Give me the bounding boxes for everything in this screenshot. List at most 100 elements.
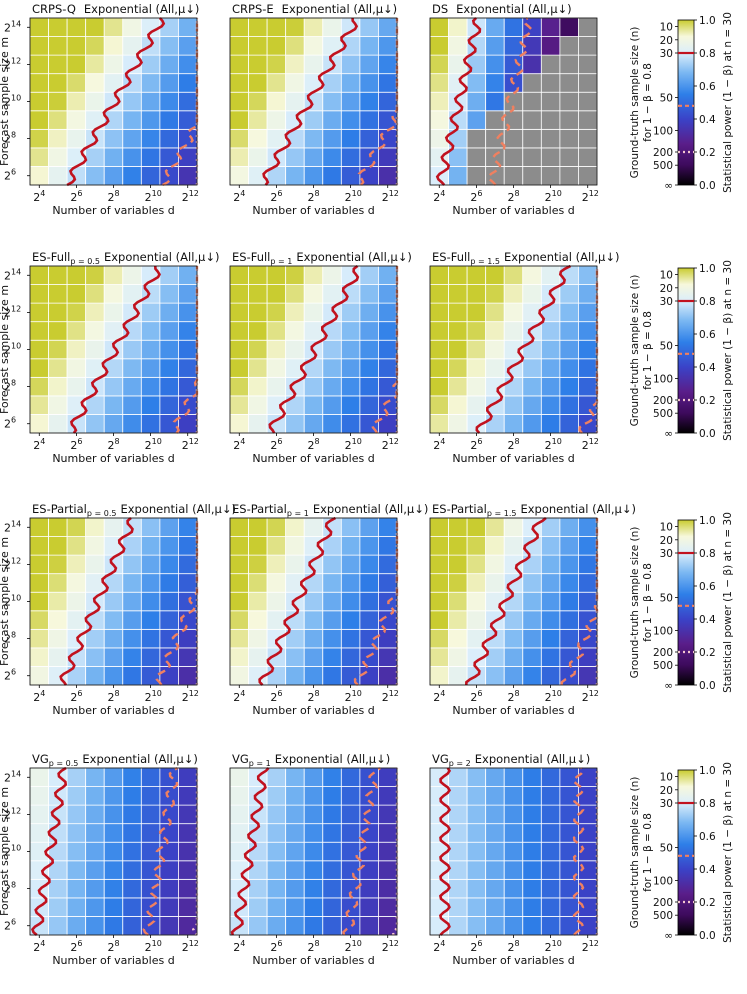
- x-tick-label: 212: [182, 189, 199, 204]
- heatmap-cell: [266, 284, 287, 304]
- heatmap-cell: [66, 376, 87, 397]
- heatmap-cell: [448, 284, 468, 304]
- heatmap-cell: [285, 666, 305, 686]
- y-axis-label: Forecast sample size m: [0, 787, 11, 916]
- heatmap-cell: [540, 36, 561, 56]
- heatmap-cell: [159, 265, 179, 285]
- heatmap-cell: [140, 647, 161, 667]
- x-tick-label: 24: [433, 189, 445, 204]
- heatmap-cell: [540, 358, 561, 378]
- heatmap-cell: [248, 554, 268, 575]
- heatmap-cell: [578, 786, 598, 806]
- heatmap-cell: [266, 302, 287, 323]
- heatmap-cell: [103, 284, 124, 304]
- heatmap-cell: [266, 36, 287, 56]
- x-axis-label: Number of variables d: [452, 954, 574, 967]
- heatmap-cell: [485, 54, 505, 75]
- heatmap-cell: [266, 841, 287, 862]
- x-tick-label: 26: [470, 689, 482, 704]
- x-tick-label: 26: [470, 189, 482, 204]
- heatmap-cell: [66, 767, 87, 787]
- heatmap-cell: [503, 628, 524, 649]
- heatmap-cell: [466, 554, 487, 575]
- heatmap-cell: [48, 36, 68, 56]
- heatmap-cell: [229, 284, 249, 304]
- heatmap-cell: [266, 786, 287, 806]
- panel-title-dist: Exponential (All,μ↓): [475, 752, 591, 766]
- x-tick-label: 24: [33, 939, 45, 954]
- heatmap-cell: [578, 54, 598, 75]
- heatmap-cell: [122, 554, 142, 575]
- x-tick-label: 210: [145, 437, 162, 452]
- heatmap-cell: [140, 73, 161, 93]
- heatmap-cell: [248, 147, 268, 167]
- panel-title-score: VG: [32, 752, 49, 766]
- heatmap-cell: [103, 166, 124, 186]
- heatmap-cell: [578, 536, 598, 556]
- y-tick-label: 212: [4, 806, 21, 821]
- heatmap-cell: [178, 517, 198, 537]
- panel-title-dist: Exponential (All,μ↓): [120, 502, 236, 516]
- heatmap-cell: [485, 767, 505, 787]
- heatmap-cell: [140, 536, 161, 556]
- heatmap-cell: [522, 91, 542, 112]
- colorbar-power-label: 0.2: [699, 647, 716, 659]
- heatmap-cell: [229, 536, 249, 556]
- panel-title-sub: p = 2: [449, 759, 471, 768]
- heatmap-cell: [522, 860, 542, 880]
- heatmap-cell: [503, 804, 524, 825]
- heatmap-cell: [485, 128, 505, 149]
- heatmap-cell: [178, 302, 198, 323]
- heatmap-cell: [85, 878, 105, 899]
- heatmap-cell: [578, 166, 598, 186]
- heatmap-cell: [229, 166, 249, 186]
- colorbar-gradient: [677, 519, 695, 686]
- panel-title-dist: Exponential (All,μ↓): [104, 250, 220, 264]
- heatmap-cell: [322, 860, 342, 880]
- heatmap-cell: [448, 591, 468, 612]
- heatmap-cell: [378, 302, 398, 323]
- heatmap-cell: [322, 147, 342, 167]
- colorbar-n-label: 30: [660, 548, 673, 560]
- heatmap-cell: [429, 376, 449, 397]
- heatmap-cell: [248, 358, 268, 378]
- y-tick-label: 26: [4, 168, 16, 183]
- heatmap-cell: [303, 265, 324, 285]
- heatmap-cell: [466, 376, 487, 397]
- heatmap-cell: [322, 591, 342, 612]
- heatmap-cell: [322, 916, 342, 936]
- heatmap-cell: [540, 916, 561, 936]
- heatmap-cell: [340, 414, 361, 434]
- heatmap-cell: [178, 265, 198, 285]
- heatmap-cell: [503, 897, 524, 917]
- heatmap-cell: [48, 573, 68, 593]
- heatmap-cell: [122, 786, 142, 806]
- colorbar-n-label: ∞: [664, 428, 673, 440]
- heatmap-cell: [448, 536, 468, 556]
- heatmap-cell: [540, 628, 561, 649]
- heatmap-cell: [29, 302, 49, 323]
- heatmap-cell: [378, 860, 398, 880]
- heatmap-cell: [559, 284, 579, 304]
- x-tick-label: 24: [233, 939, 245, 954]
- heatmap-cell: [266, 536, 287, 556]
- heatmap-cell: [340, 376, 361, 397]
- heatmap-cell: [485, 321, 505, 341]
- heatmap-cell: [378, 147, 398, 167]
- heatmap-cell: [448, 916, 468, 936]
- heatmap-cell: [285, 284, 305, 304]
- heatmap-cell: [85, 916, 105, 936]
- heatmap-cell: [48, 54, 68, 75]
- panel-title: ES-Partialp = 1.5 Exponential (All,μ↓): [432, 502, 636, 518]
- heatmap-cell: [522, 841, 542, 862]
- heatmap-cell: [378, 414, 398, 434]
- heatmap-cell: [303, 591, 324, 612]
- heatmap-cell: [540, 786, 561, 806]
- x-tick-label: 28: [108, 689, 120, 704]
- colorbar-power-label: 1.0: [699, 515, 716, 527]
- x-axis-label: Number of variables d: [252, 452, 374, 465]
- heatmap-cell: [540, 804, 561, 825]
- heatmap-cell: [66, 110, 87, 130]
- panel-es-partial-05: ES-Partialp = 0.5 Exponential (All,μ↓) 24 2…: [0, 502, 236, 717]
- heatmap-cell: [303, 767, 324, 787]
